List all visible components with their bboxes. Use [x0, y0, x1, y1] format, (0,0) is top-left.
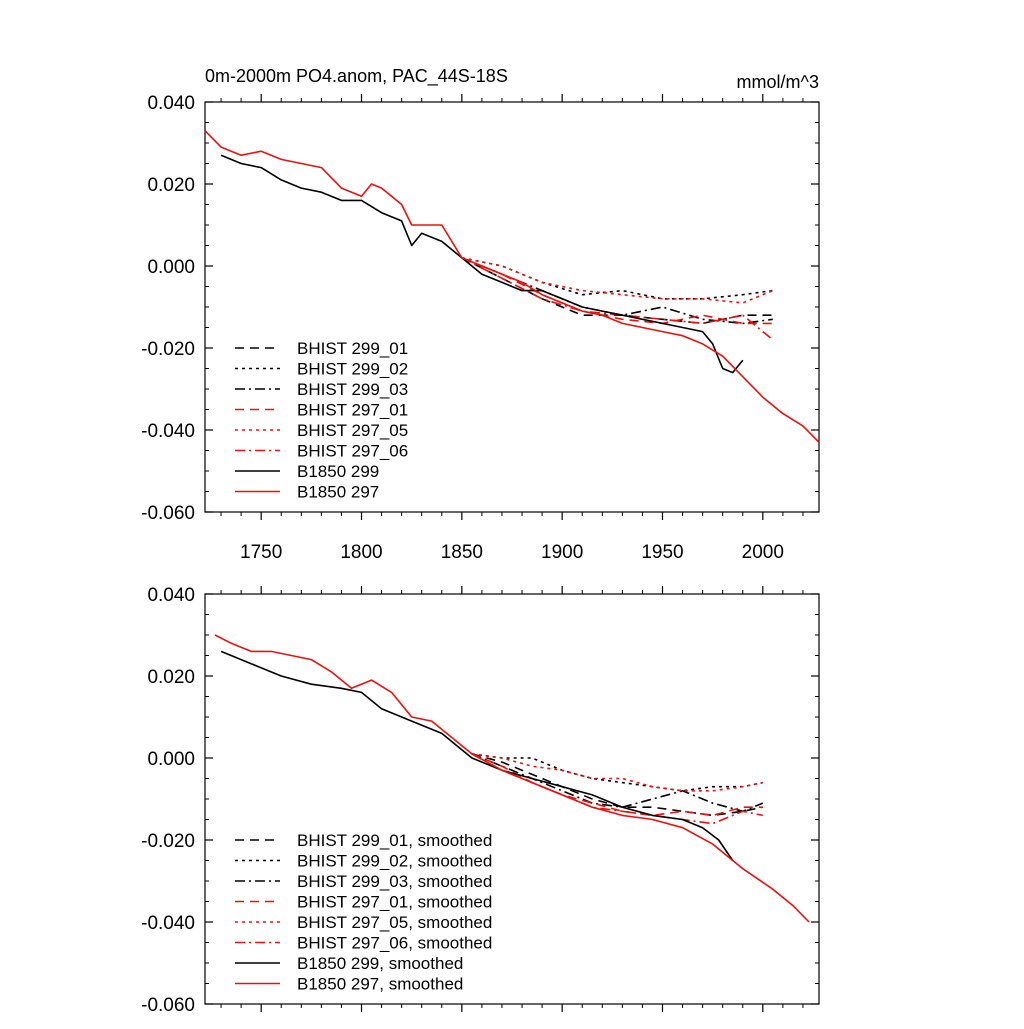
series-line-3 [461, 257, 773, 325]
series-line-4 [461, 257, 774, 304]
x-tick-label: 1850 [441, 542, 483, 563]
series-line-5 [461, 257, 774, 341]
y-tick-label: -0.060 [141, 503, 195, 524]
series-line-1 [461, 257, 773, 300]
legend-label-4: BHIST 297_05 [297, 421, 408, 440]
series-line-4 [471, 753, 763, 792]
series-line-2 [461, 257, 773, 325]
series-line-1 [471, 753, 763, 792]
bottom-panel-ticks: 0.040 0.020 0.000 -0.020 -0.040 -0.060 [141, 585, 819, 1016]
legend-label-2: BHIST 299_03, smoothed [297, 872, 492, 891]
bottom-panel-series [214, 634, 810, 923]
legend-label-5: BHIST 297_06, smoothed [297, 934, 492, 953]
x-tick-label: 1800 [340, 542, 382, 563]
y-tick-label: -0.020 [141, 831, 195, 852]
top-panel-units: mmol/m^3 [737, 72, 819, 92]
legend-label-7: B1850 297, smoothed [297, 975, 463, 994]
legend-label-4: BHIST 297_05, smoothed [297, 913, 492, 932]
series-line-3 [471, 753, 763, 817]
y-tick-label: 0.000 [147, 749, 195, 770]
bottom-panel-legend: BHIST 299_01, smoothed BHIST 299_02, smoo… [235, 831, 492, 994]
legend-label-1: BHIST 299_02 [297, 360, 408, 379]
top-panel-series [204, 130, 820, 443]
legend-label-3: BHIST 297_01 [297, 401, 408, 420]
y-tick-label: 0.040 [147, 585, 195, 606]
y-tick-label: -0.040 [141, 421, 195, 442]
top-panel-ticks: 0.040 0.020 0.000 -0.020 -0.040 -0.060 1750 180… [141, 93, 819, 563]
y-tick-label: 0.020 [147, 667, 195, 688]
series-line-0 [471, 753, 763, 817]
y-tick-label: 0.020 [147, 175, 195, 196]
legend-label-1: BHIST 299_02, smoothed [297, 852, 492, 871]
y-tick-label: 0.040 [147, 93, 195, 114]
legend-label-6: B1850 299 [297, 462, 379, 481]
series-line-6 [220, 154, 744, 374]
x-tick-label: 2000 [742, 542, 784, 563]
legend-label-7: B1850 297 [297, 483, 379, 502]
legend-label-6: B1850 299, smoothed [297, 954, 463, 973]
top-panel-title: 0m-2000m PO4.anom, PAC_44S-18S [205, 66, 508, 87]
series-line-7 [214, 634, 810, 923]
y-tick-label: 0.000 [147, 257, 195, 278]
x-tick-label: 1950 [641, 542, 683, 563]
series-line-6 [220, 650, 734, 861]
legend-label-0: BHIST 299_01 [297, 339, 408, 358]
series-line-7 [204, 130, 820, 443]
legend-label-0: BHIST 299_01, smoothed [297, 831, 492, 850]
legend-label-5: BHIST 297_06 [297, 442, 408, 461]
x-tick-label: 1900 [541, 542, 583, 563]
y-tick-label: -0.040 [141, 913, 195, 934]
legend-label-3: BHIST 297_01, smoothed [297, 893, 492, 912]
y-tick-label: -0.060 [141, 995, 195, 1016]
legend-label-2: BHIST 299_03 [297, 380, 408, 399]
x-tick-label: 1750 [240, 542, 282, 563]
y-tick-label: -0.020 [141, 339, 195, 360]
